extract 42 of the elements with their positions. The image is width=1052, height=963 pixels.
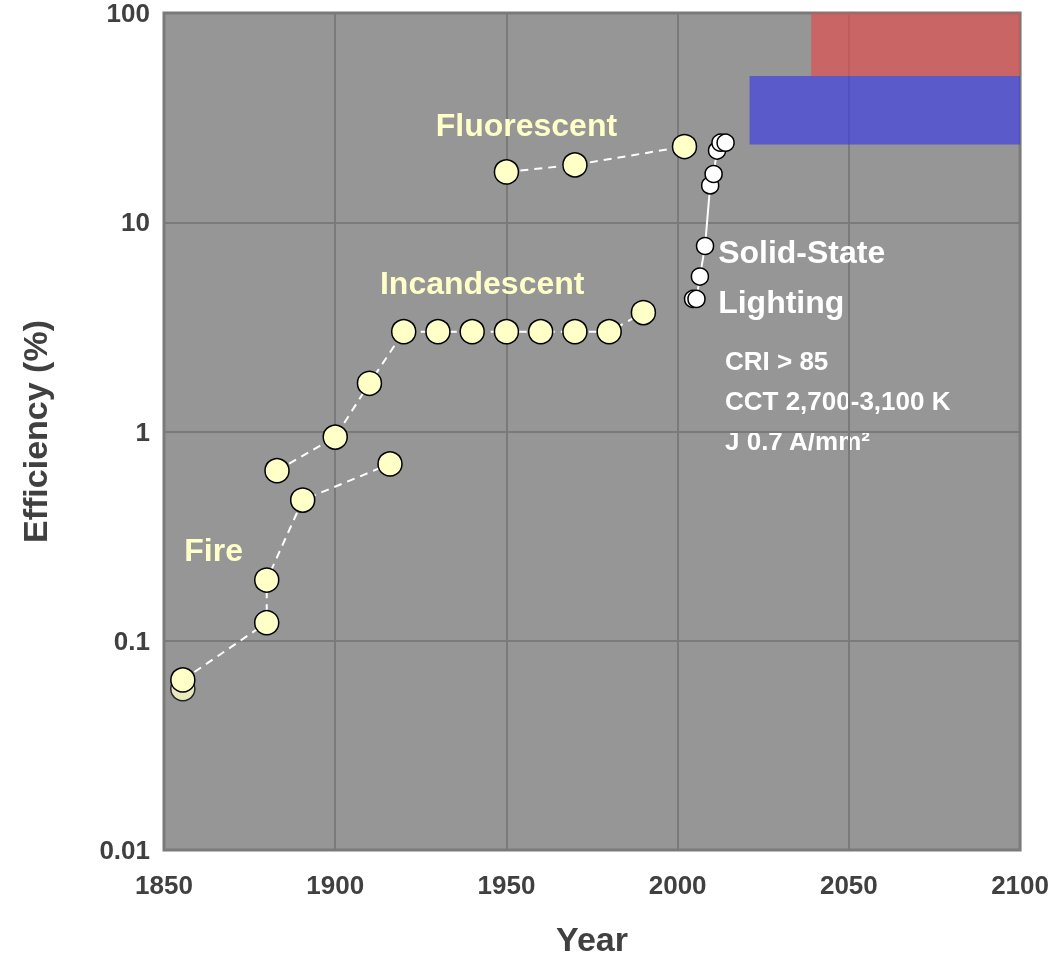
y-tick-label: 0.01 — [99, 835, 150, 865]
point — [695, 236, 715, 256]
y-axis-title: Efficiency (%) — [16, 320, 54, 543]
x-tick-label: 1900 — [306, 870, 365, 900]
point — [527, 318, 554, 345]
x-tick-label: 1950 — [477, 870, 536, 900]
point — [459, 318, 485, 345]
point — [671, 133, 698, 160]
point — [170, 667, 196, 693]
point — [493, 159, 520, 185]
x-tick-label: 2000 — [648, 870, 707, 900]
annotation: CRI > 85 — [725, 346, 829, 376]
y-tick-label: 1 — [135, 416, 150, 447]
point — [562, 318, 588, 345]
point — [390, 318, 417, 345]
point — [562, 152, 588, 178]
point — [690, 267, 710, 286]
point — [254, 567, 280, 593]
point — [377, 451, 403, 477]
point — [716, 133, 735, 152]
x-tick-label: 2100 — [991, 870, 1049, 900]
point — [356, 370, 383, 397]
point — [254, 609, 280, 636]
point — [289, 487, 316, 513]
annotation: CCT 2,700-3,100 K — [725, 386, 951, 416]
y-tick-label: 100 — [106, 0, 150, 28]
point — [704, 164, 723, 184]
point — [425, 318, 451, 345]
series-label: Solid-State Lighting — [718, 233, 895, 320]
point — [493, 318, 520, 345]
y-tick-label: 0.1 — [113, 625, 150, 656]
y-tick-label: 10 — [121, 207, 150, 238]
x-axis-title: Year — [556, 920, 628, 958]
point — [596, 318, 622, 345]
series-label: Fire — [184, 532, 243, 569]
point — [322, 424, 348, 450]
point — [630, 299, 657, 326]
point — [264, 457, 290, 484]
series-label: Fluorescent — [435, 107, 618, 144]
series-label: Incandescent — [379, 264, 585, 301]
x-tick-label: 1850 — [135, 870, 193, 900]
x-tick-label: 2050 — [819, 870, 878, 900]
